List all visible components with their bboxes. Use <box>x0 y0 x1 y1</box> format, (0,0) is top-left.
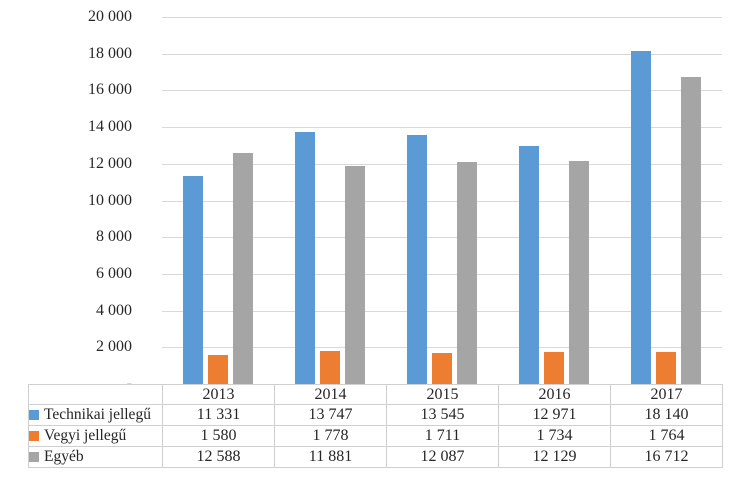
table-cell-vegyi-jellegu-2016: 1 734 <box>498 425 611 447</box>
y-axis-tick-label: 12 000 <box>88 155 132 172</box>
bar-vegyi-jellegu-2014 <box>320 351 340 384</box>
legend-color-swatch-icon <box>29 431 39 441</box>
table-cell-egyeb-2017: 16 712 <box>610 446 723 468</box>
table-cell-vegyi-jellegu-2017: 1 764 <box>610 425 723 447</box>
bar-egyeb-2013 <box>233 153 253 384</box>
gridline <box>162 274 722 275</box>
bar-egyeb-2014 <box>345 166 365 384</box>
y-axis-tick-label: - <box>126 375 132 392</box>
bar-technikai-jellegu-2016 <box>519 146 539 384</box>
y-axis-tick-label: 10 000 <box>88 192 132 209</box>
gridline <box>162 311 722 312</box>
y-axis-tick-label: 8 000 <box>96 228 132 245</box>
series-name-label: Technikai jellegű <box>44 406 151 423</box>
table-header-year-2016: 2016 <box>498 384 611 405</box>
bar-technikai-jellegu-2013 <box>183 176 203 384</box>
table-cell-vegyi-jellegu-2015: 1 711 <box>386 425 499 447</box>
gridline <box>162 17 722 18</box>
table-cell-egyeb-2014: 11 881 <box>274 446 387 468</box>
table-row-egyeb: Egyéb 12 588 11 881 12 087 12 129 16 712 <box>28 446 723 468</box>
bar-vegyi-jellegu-2013 <box>208 355 228 384</box>
y-axis-tick-label: 6 000 <box>96 265 132 282</box>
y-axis-tick-label: 2 000 <box>96 338 132 355</box>
table-header-year-2015: 2015 <box>386 384 499 405</box>
series-name-label: Vegyi jellegű <box>44 427 127 444</box>
gridline <box>162 347 722 348</box>
bar-vegyi-jellegu-2015 <box>432 353 452 384</box>
series-name-label: Egyéb <box>44 448 84 465</box>
legend-color-swatch-icon <box>29 452 39 462</box>
table-cell-egyeb-2016: 12 129 <box>498 446 611 468</box>
bar-vegyi-jellegu-2016 <box>544 352 564 384</box>
gridline <box>162 54 722 55</box>
gridline <box>162 90 722 91</box>
table-cell-technikai-jellegu-2017: 18 140 <box>610 404 723 426</box>
y-axis-tick-label: 16 000 <box>88 81 132 98</box>
gridline <box>162 201 722 202</box>
table-cell-vegyi-jellegu-2014: 1 778 <box>274 425 387 447</box>
table-row-vegyi-jellegu: Vegyi jellegű 1 580 1 778 1 711 1 734 1 764 <box>28 425 723 447</box>
y-axis-tick-label: 18 000 <box>88 45 132 62</box>
data-table: 2013 2014 2015 2016 2017 Technikai jellegű 11 … <box>28 384 723 468</box>
table-cell-technikai-jellegu-2013: 11 331 <box>162 404 275 426</box>
legend-key-vegyi-jellegu: Vegyi jellegű <box>28 425 163 447</box>
table-cell-egyeb-2015: 12 087 <box>386 446 499 468</box>
bar-egyeb-2017 <box>681 77 701 384</box>
table-cell-technikai-jellegu-2014: 13 747 <box>274 404 387 426</box>
y-axis-tick-label: 20 000 <box>88 8 132 25</box>
table-header-year-2014: 2014 <box>274 384 387 405</box>
table-row-technikai-jellegu: Technikai jellegű 11 331 13 747 13 545 12 97… <box>28 404 723 426</box>
gridline <box>162 127 722 128</box>
gridline <box>162 237 722 238</box>
table-corner-cell <box>28 384 163 405</box>
table-cell-technikai-jellegu-2016: 12 971 <box>498 404 611 426</box>
table-header-year-2017: 2017 <box>610 384 723 405</box>
y-axis-tick-label: 14 000 <box>88 118 132 135</box>
table-cell-technikai-jellegu-2015: 13 545 <box>386 404 499 426</box>
bar-technikai-jellegu-2015 <box>407 135 427 384</box>
gridline <box>162 164 722 165</box>
table-cell-vegyi-jellegu-2013: 1 580 <box>162 425 275 447</box>
table-cell-egyeb-2013: 12 588 <box>162 446 275 468</box>
bar-technikai-jellegu-2014 <box>295 132 315 384</box>
y-axis-tick-label: 4 000 <box>96 302 132 319</box>
bar-vegyi-jellegu-2017 <box>656 352 676 384</box>
legend-color-swatch-icon <box>29 410 39 420</box>
legend-key-egyeb: Egyéb <box>28 446 163 468</box>
bar-egyeb-2015 <box>457 162 477 384</box>
bar-technikai-jellegu-2017 <box>631 51 651 384</box>
table-header-year-2013: 2013 <box>162 384 275 405</box>
legend-key-technikai-jellegu: Technikai jellegű <box>28 404 163 426</box>
bar-egyeb-2016 <box>569 161 589 384</box>
